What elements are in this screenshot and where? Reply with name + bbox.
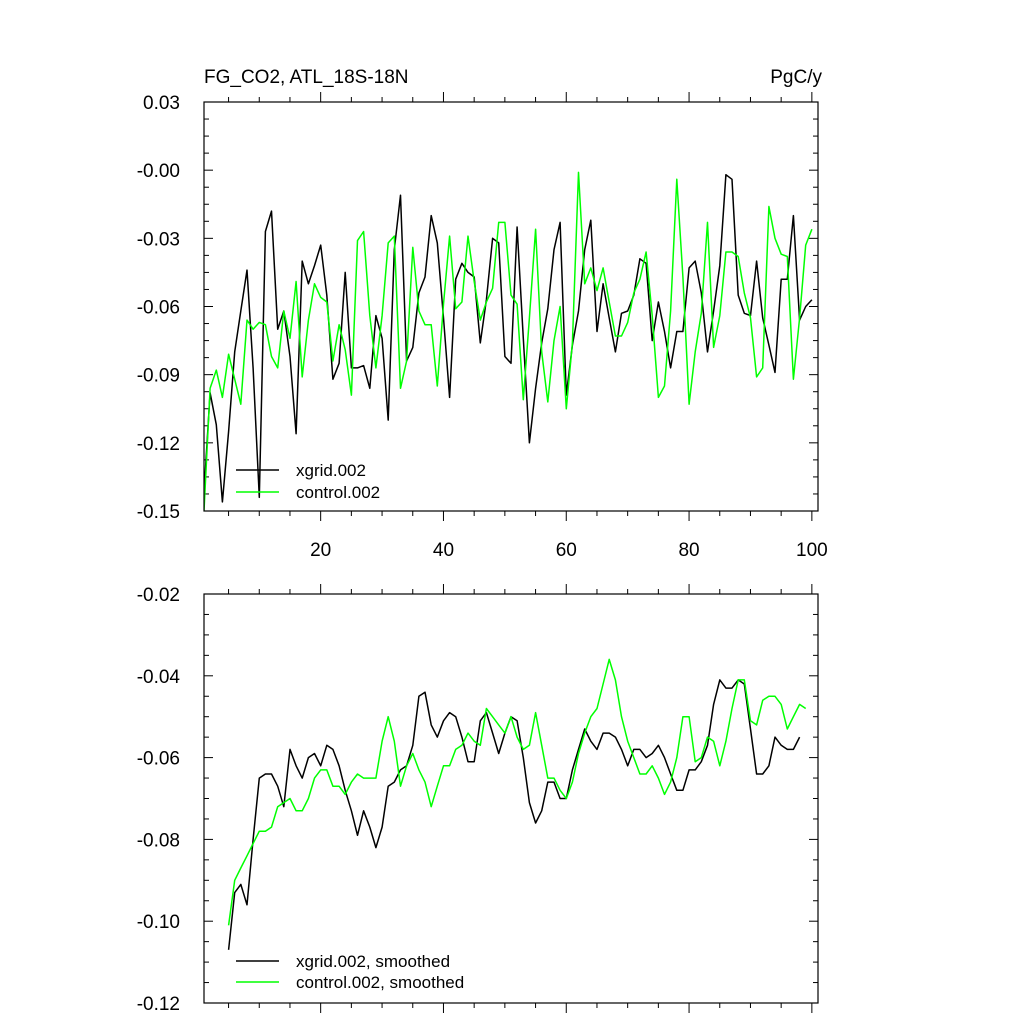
top-x-axis: 20 40 60 80 100 <box>228 92 828 561</box>
top-x-tick-label: 80 <box>678 540 699 561</box>
top-series-line-xgrid <box>204 173 813 503</box>
bottom-series-line-control <box>227 658 807 926</box>
bottom-y-tick-label: -0.08 <box>137 830 180 851</box>
top-panel: FG_CO2, ATL_18S-18N PgC/y 0.03 -0.00 -0.03… <box>137 67 828 561</box>
bottom-series-line-xgrid <box>227 679 801 950</box>
bottom-legend-label-xgrid: xgrid.002, smoothed <box>296 952 450 971</box>
top-plot-frame <box>203 101 819 512</box>
bottom-y-tick-label: -0.06 <box>137 749 180 770</box>
top-y-tick-label: -0.12 <box>137 434 180 455</box>
top-y-tick-label: -0.15 <box>137 502 180 523</box>
top-y-tick-label: -0.06 <box>137 298 180 319</box>
bottom-y-tick-label: -0.10 <box>137 912 180 933</box>
top-series-layer <box>204 171 813 511</box>
top-chart-units: PgC/y <box>770 67 822 88</box>
top-y-tick-label: -0.00 <box>137 161 180 182</box>
top-legend-label-control: control.002 <box>296 483 380 502</box>
bottom-plot-frame <box>203 593 819 1004</box>
bottom-panel: -0.02 -0.04 -0.06 -0.08 -0.10 -0.12 xgrid.002… <box>137 584 819 1015</box>
bottom-y-tick-label: -0.02 <box>137 585 180 606</box>
top-chart-title: FG_CO2, ATL_18S-18N <box>204 67 409 88</box>
top-x-tick-label: 100 <box>796 540 828 561</box>
top-x-tick-label: 40 <box>433 540 454 561</box>
bottom-series-layer <box>227 658 807 950</box>
top-legend-label-xgrid: xgrid.002 <box>296 461 366 480</box>
bottom-legend-label-control: control.002, smoothed <box>296 973 464 992</box>
top-y-tick-label: -0.03 <box>137 229 180 250</box>
top-legend: xgrid.002 control.002 <box>236 461 380 502</box>
top-x-tick-label: 20 <box>310 540 331 561</box>
bottom-x-axis <box>228 584 813 1013</box>
bottom-y-axis: -0.02 -0.04 -0.06 -0.08 -0.10 -0.12 <box>137 585 818 1015</box>
top-x-tick-label: 60 <box>556 540 577 561</box>
top-y-axis: 0.03 -0.00 -0.03 -0.06 -0.09 -0.12 -0.15 <box>137 93 818 523</box>
bottom-y-tick-label: -0.04 <box>137 667 181 688</box>
top-y-tick-label: 0.03 <box>143 93 180 114</box>
top-series-line-control <box>204 171 813 511</box>
top-y-tick-label: -0.09 <box>137 366 180 387</box>
bottom-y-tick-label: -0.12 <box>137 994 180 1015</box>
bottom-legend: xgrid.002, smoothed control.002, smoothe… <box>236 952 464 992</box>
